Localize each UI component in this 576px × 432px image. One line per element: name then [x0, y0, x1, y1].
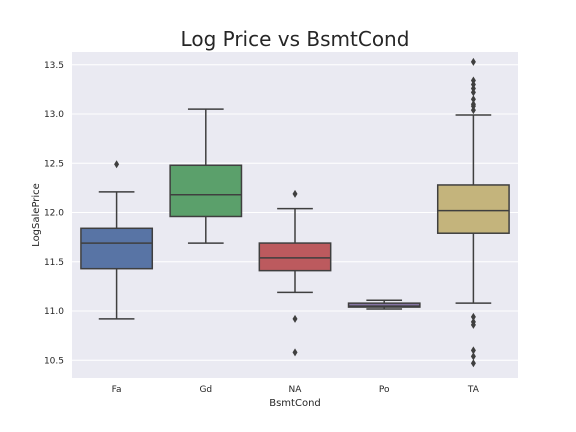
outlier-point: [470, 320, 476, 329]
outlier-point: [470, 352, 476, 361]
outlier-point: [470, 88, 476, 97]
box-gd: [169, 108, 243, 244]
box-ta: [436, 57, 510, 368]
box-iqr: [347, 302, 421, 308]
x-tick-labels: Fa Gd NA Po TA: [112, 385, 480, 395]
box-na: [258, 189, 332, 357]
outlier-point: [470, 359, 476, 368]
outlier-point: [470, 346, 476, 355]
y-tick-labels: 10.5 11.0 11.5 12.0 12.5 13.0 13.5: [44, 61, 64, 366]
x-axis-label: BsmtCond: [269, 398, 321, 409]
x-tick-label-na: NA: [289, 385, 303, 395]
y-tick-label: 12.0: [44, 209, 64, 219]
x-tick-label-gd: Gd: [199, 385, 212, 395]
outlier-point: [292, 189, 298, 198]
outlier-point: [292, 348, 298, 357]
boxes: [80, 57, 510, 368]
x-tick-label-fa: Fa: [112, 385, 122, 395]
outlier-point: [470, 57, 476, 66]
x-tick-label-ta: TA: [467, 385, 480, 395]
chart-title: Log Price vs BsmtCond: [181, 27, 410, 51]
box-po: [347, 299, 421, 310]
y-tick-label: 11.5: [44, 258, 64, 268]
box-iqr: [80, 227, 154, 270]
y-tick-label: 10.5: [44, 356, 64, 366]
box-fa: [80, 160, 154, 320]
y-tick-label: 13.0: [44, 110, 64, 120]
box-iqr: [436, 184, 510, 234]
x-tick-label-po: Po: [379, 385, 390, 395]
outlier-point: [470, 106, 476, 115]
box-iqr: [169, 164, 243, 218]
outlier-point: [470, 95, 476, 104]
outlier-point: [114, 160, 120, 169]
y-tick-label: 13.5: [44, 61, 64, 71]
y-tick-label: 11.0: [44, 307, 64, 317]
box-iqr: [258, 242, 332, 272]
outlier-point: [292, 314, 298, 323]
y-tick-label: 12.5: [44, 159, 64, 169]
outlier-point: [470, 312, 476, 321]
y-axis-label: LogSalePrice: [31, 183, 42, 247]
